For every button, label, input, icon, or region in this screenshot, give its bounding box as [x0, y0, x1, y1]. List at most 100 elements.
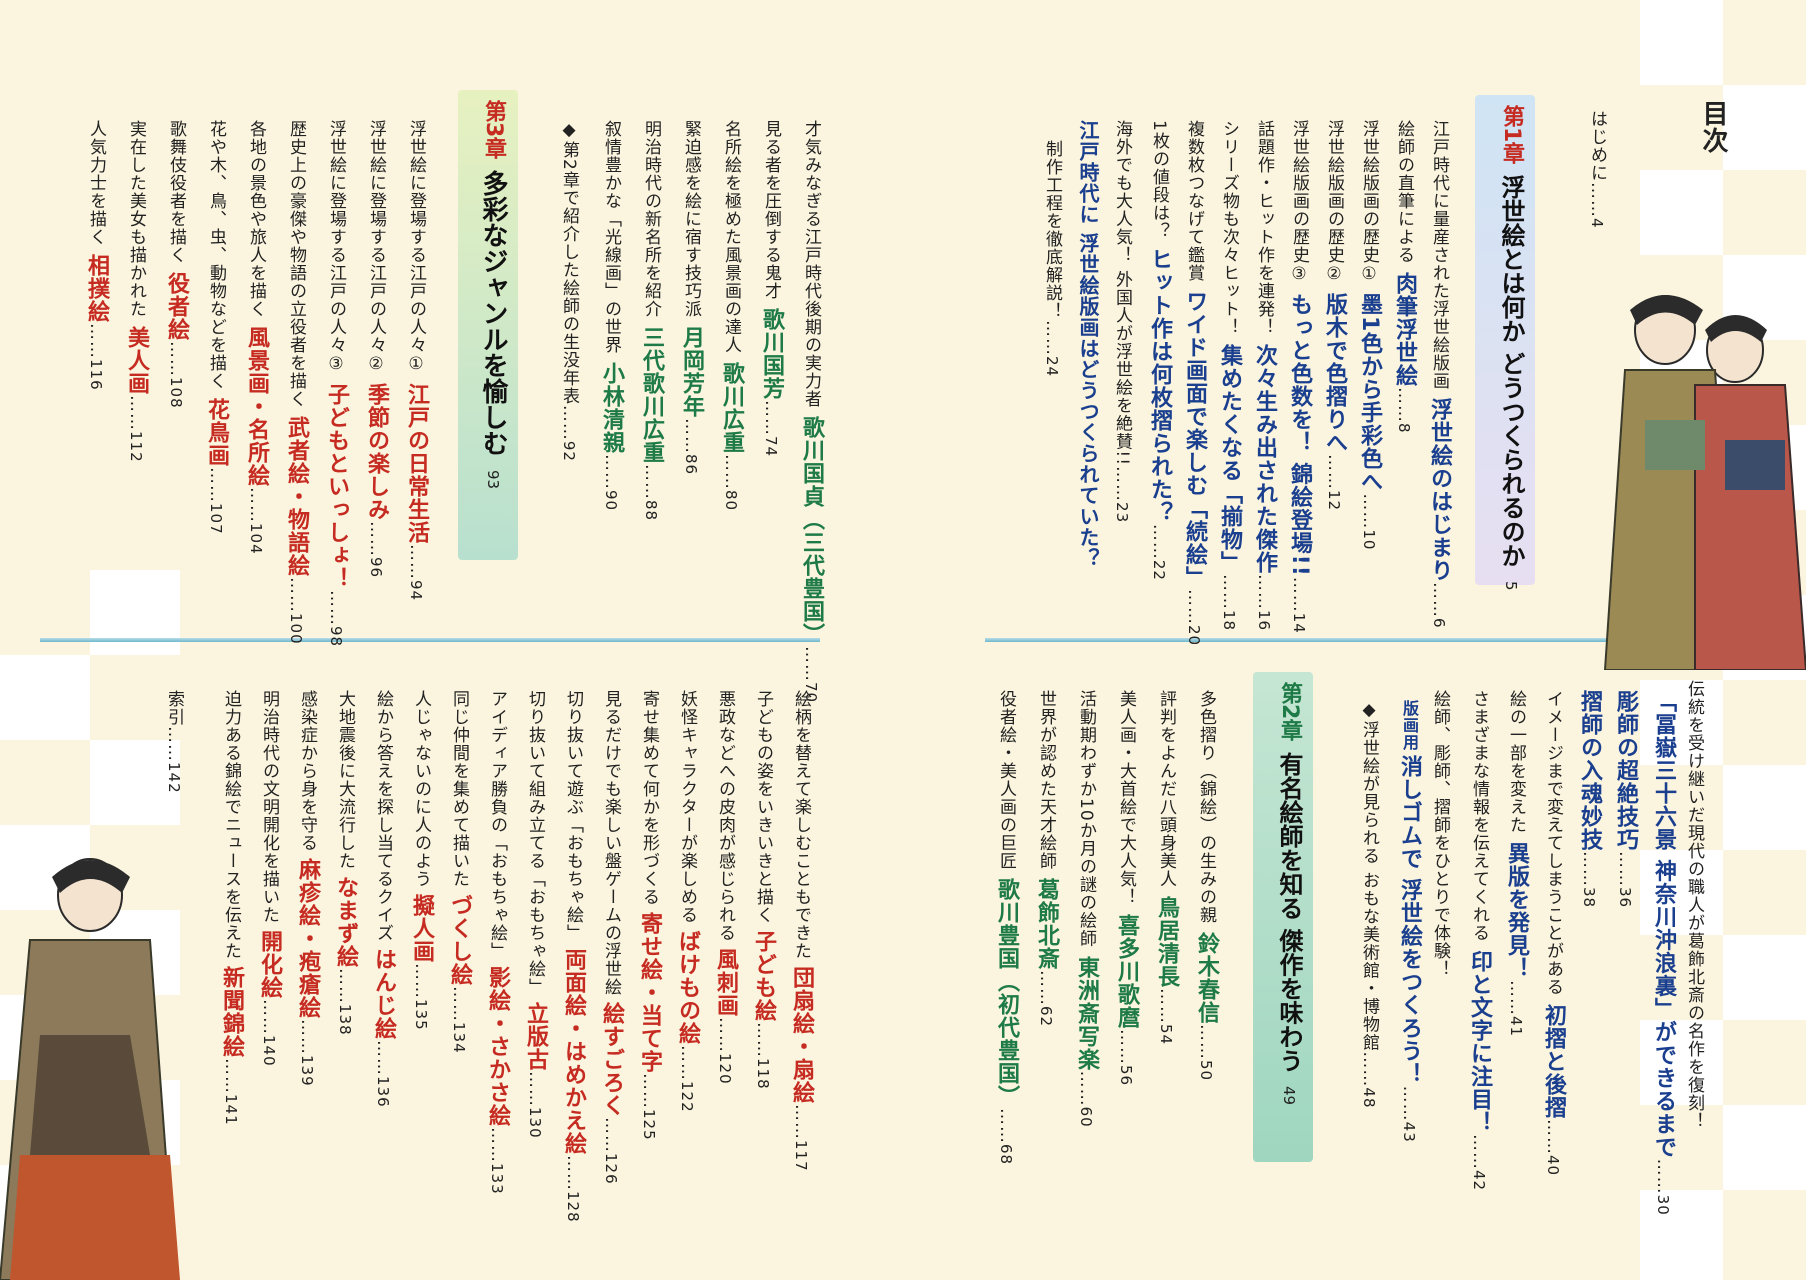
toc-entry[interactable]: 明治時代の新名所を紹介三代歌川広重……88 — [639, 120, 664, 522]
toc-entry[interactable]: 見るだけでも楽しい盤ゲームの浮世絵絵すごろく……126 — [599, 690, 624, 1185]
toc-entry[interactable]: 浮世絵に登場する江戸の人々②季節の楽しみ……96 — [364, 120, 389, 579]
entry-page: 112 — [127, 431, 145, 463]
checker-square — [90, 570, 180, 655]
entry-lead: 才気みなぎる江戸時代後期の実力者 — [801, 120, 821, 408]
chapter-3-banner[interactable]: 第3章 多彩なジャンルを愉しむ 93 — [458, 90, 518, 560]
entry-title: 麻疹絵・疱瘡絵 — [295, 858, 320, 1019]
toc-entry[interactable]: 同じ仲間を集めて描いたづくし絵……134 — [447, 690, 472, 1054]
toc-entry[interactable]: 絵師の直筆による肉筆浮世絵……8 — [1392, 120, 1417, 434]
toc-entry[interactable]: 才気みなぎる江戸時代後期の実力者歌川国貞（三代豊国）……70 — [799, 120, 824, 704]
toc-entry[interactable]: さまざまな情報を伝えてくれる印と文字に注目！……42 — [1467, 690, 1492, 1192]
toc-entry[interactable]: 話題作・ヒット作を連発！次々生み出された傑作……16 — [1252, 120, 1277, 632]
toc-entry[interactable]: 摺師の入魂妙技……38 — [1577, 690, 1602, 909]
toc-entry[interactable]: 役者絵・美人画の巨匠歌川豊国（初代豊国）……68 — [994, 690, 1019, 1166]
toc-entry[interactable]: 複数枚つなげて鑑賞ワイド画面で楽しむ「続絵」……20 — [1182, 120, 1207, 647]
toc-entry[interactable]: 「冨嶽三十六景 神奈川沖浪裏」ができるまで……30 — [1651, 690, 1676, 1216]
entry-lead: 評判をよんだ八頭身美人 — [1156, 690, 1176, 888]
entry-page: 118 — [754, 1058, 772, 1090]
entry-lead: 悪政などへの皮肉が感じられる — [715, 690, 735, 942]
entry-lead: 名所絵を極めた風景画の達人 — [721, 120, 741, 354]
ukiyoe-figures-image — [1603, 295, 1806, 670]
toc-entry[interactable]: 絵師、彫師、摺師をひとりで体験！ — [1430, 690, 1450, 978]
toc-entry[interactable]: 伝統を受け継いだ現代の職人が葛飾北斎の名作を復刻！ — [1684, 680, 1704, 1130]
toc-entry[interactable]: アイディア勝負の「おもちゃ絵」影絵・さかさ絵……133 — [485, 690, 510, 1195]
chapter-2-banner[interactable]: 第2章 有名絵師を知る 傑作を味わう 49 — [1253, 672, 1313, 1162]
toc-entry[interactable]: 美人画・大首絵で大人気！喜多川歌麿……56 — [1114, 690, 1139, 1087]
toc-entry[interactable]: 歴史上の豪傑や物語の立役者を描く武者絵・物語絵……100 — [284, 120, 309, 645]
toc-entry[interactable]: ◆第2章で紹介した絵師の生没年表……92 — [559, 120, 579, 462]
chapter-mark: 第1章 — [1499, 105, 1524, 165]
toc-entry[interactable]: 各地の景色や旅人を描く風景画・名所絵……104 — [244, 120, 269, 555]
entry-page: 138 — [336, 1004, 354, 1036]
toc-entry[interactable]: 切り抜いて遊ぶ「おもちゃ絵」両面絵・はめかえ絵……128 — [561, 690, 586, 1223]
entry-title: なまず絵 — [333, 876, 358, 968]
toc-entry[interactable]: シリーズ物も次々ヒット！集めたくなる「揃物」……18 — [1217, 120, 1242, 632]
leader-dots: …… — [1587, 182, 1607, 218]
toc-entry[interactable]: 海外でも大人気！ 外国人が浮世絵を絶賛!!……23 — [1112, 120, 1132, 524]
toc-entry[interactable]: 寄せ集めて何かを形づくる寄せ絵・当て字……125 — [637, 690, 662, 1141]
entry-lead: 感染症から身を守る — [297, 690, 317, 852]
toc-entry[interactable]: 絵の一部を変えた異版を発見！……41 — [1504, 690, 1529, 1038]
toc-entry[interactable]: 大地震後に大流行したなまず絵……138 — [333, 690, 358, 1036]
toc-entry[interactable]: 感染症から身を守る麻疹絵・疱瘡絵……139 — [295, 690, 320, 1087]
entry-title: 印と文字に注目！ — [1467, 950, 1492, 1134]
entry-page: 38 — [1580, 887, 1598, 909]
toc-entry[interactable]: 絵から答えを探し当てるクイズはんじ絵……136 — [371, 690, 396, 1108]
entry-page: 43 — [1400, 1121, 1418, 1143]
toc-entry[interactable]: 1枚の値段は？ヒット作は何枚摺られた？……22 — [1147, 120, 1172, 581]
toc-entry[interactable]: 悪政などへの皮肉が感じられる風刺画……120 — [713, 690, 738, 1085]
entry-title: 版木で色摺りへ — [1322, 293, 1347, 454]
toc-entry[interactable]: 制作工程を徹底解説！……24 — [1042, 140, 1062, 378]
toc-entry[interactable]: 江戸時代に 浮世絵版画はどうつくられていた？ — [1076, 120, 1100, 569]
entry-title: 摺師の入魂妙技 — [1577, 690, 1602, 851]
toc-entry[interactable]: 叙情豊かな「光線画」の世界小林清親……90 — [599, 120, 624, 512]
toc-entry[interactable]: 江戸時代に量産された浮世絵版画浮世絵のはじまり……6 — [1427, 120, 1452, 629]
toc-entry[interactable]: 浮世絵に登場する江戸の人々③子どもといっしょ！……98 — [324, 120, 349, 648]
entry-title: 肉筆浮世絵 — [1392, 272, 1417, 387]
entry-title: 喜多川歌麿 — [1114, 914, 1139, 1029]
toc-entry-intro[interactable]: はじめに……4 — [1587, 110, 1607, 229]
toc-entry[interactable]: 花や木、鳥、虫、動物などを描く花鳥画……107 — [204, 120, 229, 535]
toc-entry-index[interactable]: 索引……142 — [164, 690, 184, 794]
toc-entry[interactable]: 人気力士を描く相撲絵……116 — [84, 120, 109, 391]
toc-entry[interactable]: 歌舞伎役者を描く役者絵……108 — [164, 120, 189, 409]
toc-entry[interactable]: 切り抜いて組み立てる「おもちゃ絵」立版古……130 — [523, 690, 548, 1139]
toc-entry[interactable]: 世界が認めた天才絵師葛飾北斎……62 — [1034, 690, 1059, 1028]
entry-title: 歌川豊国（初代豊国） — [994, 878, 1019, 1108]
toc-entry[interactable]: 明治時代の文明開化を描いた開化絵……140 — [257, 690, 282, 1067]
toc-entry[interactable]: 浮世絵版画の歴史②版木で色摺りへ……12 — [1322, 120, 1347, 512]
toc-entry[interactable]: 人じゃないのに人のよう擬人画……135 — [409, 690, 434, 1031]
entry-page: 116 — [87, 359, 105, 391]
entry-page: 133 — [488, 1163, 506, 1195]
toc-entry[interactable]: 浮世絵に登場する江戸の人々①江戸の日常生活……94 — [404, 120, 429, 602]
entry-page: 6 — [1430, 618, 1448, 629]
toc-entry[interactable]: 子どもの姿をいきいきと描く子ども絵……118 — [751, 690, 776, 1090]
toc-entry[interactable]: 評判をよんだ八頭身美人鳥居清長……54 — [1154, 690, 1179, 1046]
entry-page: 74 — [762, 436, 780, 458]
entry-lead: 人気力士を描く — [86, 120, 106, 246]
chapter-mark: 第3章 — [481, 100, 506, 160]
toc-entry[interactable]: 絵柄を替えて楽しむこともできた団扇絵・扇絵……117 — [789, 690, 814, 1172]
toc-entry[interactable]: 版画用消しゴムで 浮世絵をつくろう！……43 — [1397, 700, 1422, 1143]
toc-entry[interactable]: 浮世絵版画の歴史③もっと色数を！ 錦絵登場!!……14 — [1287, 120, 1312, 634]
toc-entry[interactable]: 彫師の超絶技巧……36 — [1613, 690, 1638, 909]
toc-entry[interactable]: 多色摺り（錦絵）の生みの親鈴木春信……50 — [1194, 690, 1219, 1082]
toc-entry[interactable]: 名所絵を極めた風景画の達人歌川広重……80 — [719, 120, 744, 512]
toc-entry[interactable]: ◆浮世絵が見られる おもな美術館・博物館……48 — [1359, 700, 1379, 1109]
toc-entry[interactable]: 実在した美女も描かれた美人画……112 — [124, 120, 149, 463]
toc-entry[interactable]: 迫力ある錦絵でニュースを伝えた新聞錦絵……141 — [219, 690, 244, 1126]
entry-label: はじめに — [1587, 110, 1607, 182]
entry-page: 54 — [1157, 1024, 1175, 1046]
toc-entry[interactable]: イメージまで変えてしまうことがある初摺と後摺……40 — [1541, 690, 1566, 1177]
checker-square — [1723, 935, 1806, 1020]
entry-page: 122 — [678, 1081, 696, 1113]
toc-entry[interactable]: 浮世絵版画の歴史①墨1色から手彩色へ……10 — [1357, 120, 1382, 551]
entry-lead: 明治時代の新名所を紹介 — [641, 120, 661, 318]
entry-lead: 浮世絵版画の歴史① — [1359, 120, 1379, 285]
entry-lead: 妖怪キャラクターが楽しめる — [677, 690, 697, 924]
chapter-1-banner[interactable]: 第1章 浮世絵とは何か どうつくられるのか 5 — [1475, 95, 1535, 590]
toc-entry[interactable]: 緊迫感を絵に宿す技巧派月岡芳年……86 — [679, 120, 704, 476]
toc-entry[interactable]: 妖怪キャラクターが楽しめるばけもの絵……122 — [675, 690, 700, 1113]
toc-entry[interactable]: 見る者を圧倒する鬼才歌川国芳……74 — [759, 120, 784, 458]
toc-entry[interactable]: 活動期わずか10か月の謎の絵師東洲斎写楽……60 — [1074, 690, 1099, 1128]
